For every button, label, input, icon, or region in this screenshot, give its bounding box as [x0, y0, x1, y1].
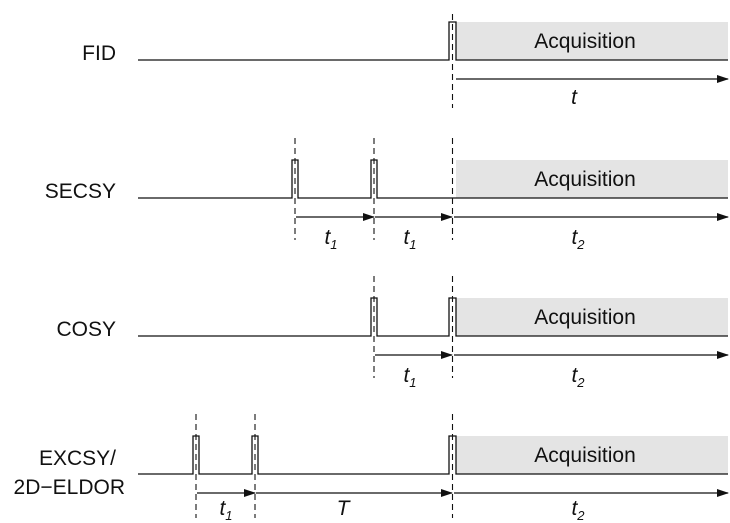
interval-label-t2: t2: [571, 497, 585, 523]
interval-label-t2: t2: [571, 364, 585, 390]
sequence-label-eldor: 2D−ELDOR: [14, 476, 125, 499]
acquisition-box: [456, 160, 728, 198]
sequence-fid: FID Acquisition t: [82, 14, 729, 109]
acquisition-label: Acquisition: [534, 306, 636, 329]
sequence-cosy: COSY Acquisition t1 t2: [56, 276, 729, 390]
sequence-label-secsy: SECSY: [45, 180, 116, 203]
acquisition-box: [456, 22, 728, 60]
sequence-excsy-eldor: EXCSY/ 2D−ELDOR Acquisition t1 T t2: [14, 414, 729, 523]
acquisition-box: [456, 298, 728, 336]
sequence-secsy: SECSY Acquisition t1 t1 t2: [45, 138, 729, 252]
interval-label-t1: t1: [403, 226, 416, 252]
sequence-label-cosy: COSY: [56, 318, 116, 341]
acquisition-box: [456, 436, 728, 474]
interval-label-t2: t2: [571, 226, 585, 252]
baseline: [138, 21, 728, 61]
sequence-label-excsy: EXCSY/: [39, 447, 116, 470]
interval-label-t1: t1: [324, 226, 337, 252]
interval-label-t1: t1: [219, 497, 232, 523]
interval-label-t1: t1: [403, 364, 416, 390]
interval-label-T: T: [337, 497, 352, 520]
acquisition-label: Acquisition: [534, 444, 636, 467]
baseline: [138, 159, 728, 199]
sequence-label-fid: FID: [82, 42, 116, 65]
baseline: [138, 297, 728, 337]
interval-label-t: t: [571, 86, 578, 109]
acquisition-label: Acquisition: [534, 30, 636, 53]
acquisition-label: Acquisition: [534, 168, 636, 191]
